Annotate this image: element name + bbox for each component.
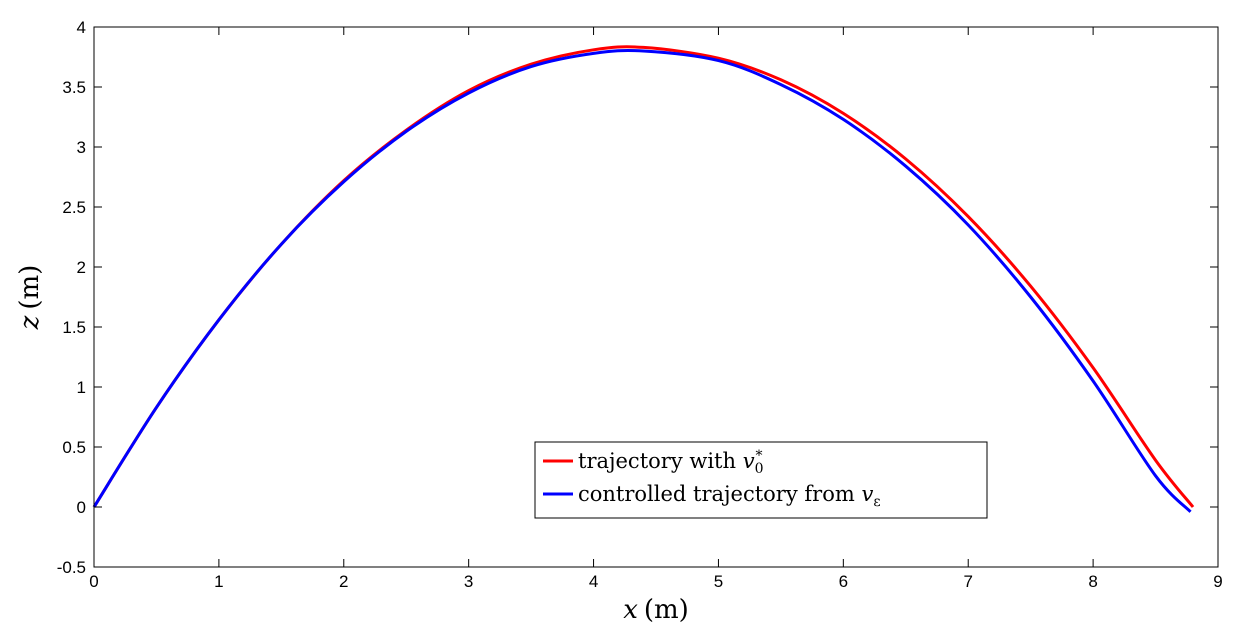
y-axis-label: z(m) <box>15 265 45 331</box>
x-tick-label: 0 <box>89 572 98 591</box>
y-tick-label: 1 <box>77 378 86 397</box>
y-tick-label: 0.5 <box>62 438 86 457</box>
y-tick-label: 2 <box>77 258 86 277</box>
y-tick-label: 0 <box>77 498 86 517</box>
x-tick-label: 1 <box>214 572 223 591</box>
x-tick-label: 6 <box>839 572 848 591</box>
x-tick-label: 7 <box>963 572 972 591</box>
series-line-1 <box>92 49 1192 513</box>
x-tick-label: 8 <box>1088 572 1097 591</box>
y-tick-label: 2.5 <box>62 198 86 217</box>
series-layer <box>92 45 1195 513</box>
x-tick-label: 2 <box>339 572 348 591</box>
y-tick-label: -0.5 <box>57 558 86 577</box>
ticks-layer: 0 1 2 3 4 5 6 7 8 9-0.500.511.522.533.54 <box>57 18 1223 591</box>
y-tick-label: 4 <box>77 18 86 37</box>
legend-box <box>534 441 988 519</box>
legend-entry-1: controlled trajectory from vε <box>578 482 881 510</box>
x-tick-label: 9 <box>1213 572 1222 591</box>
x-axis-label: x (m) <box>623 595 689 625</box>
y-tick-label: 3 <box>77 138 86 157</box>
x-tick-label: 4 <box>589 572 598 591</box>
y-tick-label: 1.5 <box>62 318 86 337</box>
x-tick-label: 3 <box>464 572 473 591</box>
y-tick-label: 3.5 <box>62 78 86 97</box>
legend-entry-0: trajectory with v0* <box>578 448 764 477</box>
plot-frame <box>93 26 1219 568</box>
legend: trajectory with v0* controlled trajector… <box>534 441 988 519</box>
x-tick-label: 5 <box>714 572 723 591</box>
